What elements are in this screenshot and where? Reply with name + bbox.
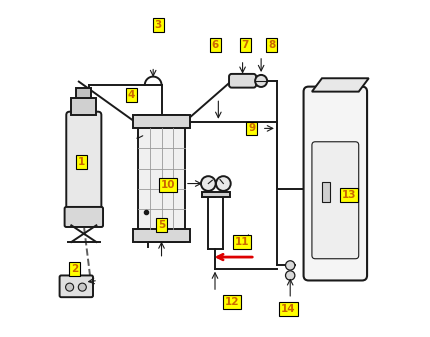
Text: 4: 4 [128,90,135,100]
Circle shape [286,271,295,280]
Polygon shape [312,78,369,92]
Text: 8: 8 [268,40,276,50]
Text: 9: 9 [248,123,255,133]
Circle shape [255,75,267,87]
Text: 14: 14 [281,304,296,314]
Text: 13: 13 [341,190,356,200]
Bar [133,115,190,128]
Text: 6: 6 [212,40,218,50]
Bar [322,182,330,202]
Circle shape [286,261,295,270]
Text: 5: 5 [158,220,165,230]
FancyBboxPatch shape [229,74,256,88]
Text: 1: 1 [78,157,85,167]
Circle shape [216,176,231,191]
Bar [71,98,96,115]
Circle shape [201,176,216,191]
Bar [202,192,230,197]
Bar [138,115,185,242]
Text: 3: 3 [154,20,162,30]
Bar [76,88,91,98]
FancyBboxPatch shape [66,112,101,212]
Text: 11: 11 [234,237,249,247]
Text: 2: 2 [71,264,78,274]
Text: 12: 12 [224,297,239,307]
Bar [133,229,190,242]
Text: 7: 7 [241,40,249,50]
FancyBboxPatch shape [312,142,359,259]
Text: 10: 10 [161,180,175,190]
Circle shape [66,283,74,291]
Circle shape [78,283,86,291]
FancyBboxPatch shape [60,275,93,297]
FancyBboxPatch shape [304,87,367,280]
FancyBboxPatch shape [64,207,103,227]
